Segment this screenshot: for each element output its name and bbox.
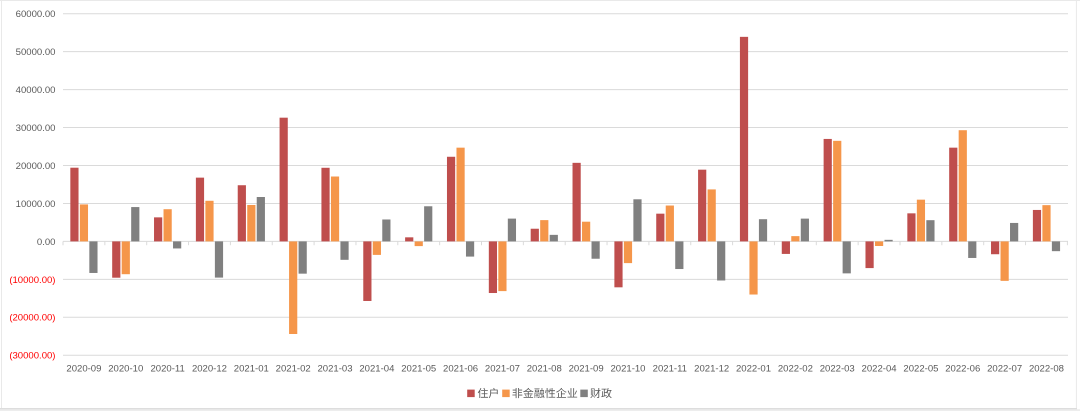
svg-text:60000.00: 60000.00 [16,9,56,20]
svg-text:2021-03: 2021-03 [318,364,353,375]
svg-text:2022-03: 2022-03 [820,364,855,375]
svg-text:2021-04: 2021-04 [359,364,395,375]
svg-text:2021-08: 2021-08 [527,364,562,375]
svg-text:2021-05: 2021-05 [401,364,436,375]
svg-text:2021-12: 2021-12 [694,364,729,375]
svg-text:2021-01: 2021-01 [234,364,269,375]
svg-text:2021-09: 2021-09 [569,364,604,375]
svg-text:2021-07: 2021-07 [485,364,520,375]
svg-text:2020-10: 2020-10 [108,364,143,375]
svg-text:2022-07: 2022-07 [987,364,1022,375]
svg-text:2021-11: 2021-11 [653,364,687,375]
svg-text:2022-01: 2022-01 [736,364,771,375]
svg-text:(10000.00): (10000.00) [9,275,55,286]
svg-text:(30000.00): (30000.00) [9,351,55,362]
svg-text:0.00: 0.00 [37,237,56,248]
svg-text:10000.00: 10000.00 [16,199,56,210]
svg-text:2020-09: 2020-09 [66,364,101,375]
svg-text:2022-08: 2022-08 [1029,364,1064,375]
svg-text:2022-06: 2022-06 [945,364,980,375]
svg-text:40000.00: 40000.00 [16,85,56,96]
svg-text:50000.00: 50000.00 [16,47,56,58]
svg-text:2020-12: 2020-12 [192,364,227,375]
svg-text:(20000.00): (20000.00) [9,313,55,324]
svg-text:20000.00: 20000.00 [16,161,56,172]
svg-text:2021-06: 2021-06 [443,364,478,375]
svg-text:2020-11: 2020-11 [150,364,184,375]
svg-text:2022-02: 2022-02 [778,364,813,375]
svg-text:2021-02: 2021-02 [276,364,311,375]
svg-text:30000.00: 30000.00 [16,123,56,134]
svg-text:2022-05: 2022-05 [903,364,938,375]
svg-text:2021-10: 2021-10 [610,364,645,375]
svg-text:2022-04: 2022-04 [862,364,898,375]
